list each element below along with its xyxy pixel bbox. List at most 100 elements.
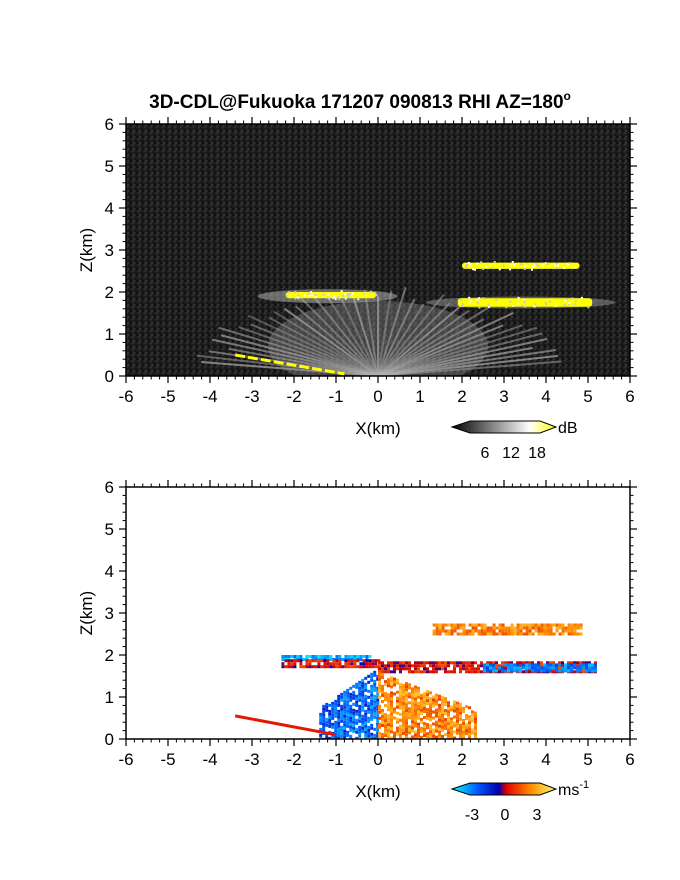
velocity-cell: [322, 722, 326, 726]
reflectivity-beam: [247, 314, 379, 376]
velocity-cell: [358, 695, 362, 699]
velocity-cell: [329, 658, 333, 661]
velocity-cell: [367, 719, 371, 723]
velocity-cell: [507, 629, 511, 633]
velocity-cell: [346, 709, 350, 713]
velocity-cell: [450, 735, 453, 739]
velocity-cell: [361, 687, 365, 691]
velocity-cell: [381, 687, 384, 691]
velocity-cell: [381, 693, 384, 697]
velocity-cell: [334, 705, 338, 709]
velocity-cell: [444, 709, 447, 713]
velocity-cell: [459, 732, 462, 736]
velocity-cell: [447, 719, 450, 723]
reflectivity-x-tick-label: 1: [415, 387, 424, 406]
velocity-cell: [537, 629, 541, 633]
velocity-cell: [576, 626, 580, 630]
velocity-colorbar-tick-minus3: -3: [465, 807, 479, 824]
velocity-cell: [504, 632, 508, 636]
velocity-cell: [522, 666, 525, 670]
reflectivity-x-tick-label: -3: [244, 387, 259, 406]
velocity-cell: [525, 663, 528, 667]
reflectivity-speckle: [326, 296, 329, 299]
velocity-cell: [414, 712, 417, 716]
velocity-cell: [405, 703, 408, 707]
velocity-cell: [299, 662, 303, 666]
velocity-cell: [373, 733, 377, 737]
velocity-cell: [441, 629, 445, 633]
velocity-cell: [486, 629, 490, 633]
velocity-cell: [576, 632, 580, 636]
velocity-cell: [387, 702, 390, 706]
velocity-cell: [495, 632, 499, 636]
velocity-cell: [543, 626, 547, 630]
velocity-cell: [459, 632, 463, 636]
velocity-cell: [314, 665, 318, 669]
velocity-cell: [426, 726, 429, 730]
velocity-cell: [302, 665, 306, 669]
velocity-cell: [447, 722, 450, 726]
reflectivity-speckle: [564, 299, 567, 302]
velocity-cell: [429, 664, 432, 668]
velocity-cell: [399, 712, 402, 716]
velocity-cell: [417, 728, 420, 732]
velocity-cell: [340, 704, 344, 708]
velocity-cell: [328, 712, 332, 716]
velocity-cell: [423, 731, 426, 735]
reflectivity-speckle: [544, 262, 547, 265]
velocity-cell: [393, 734, 396, 738]
velocity-cell: [423, 667, 426, 671]
reflectivity-speckle: [477, 301, 480, 304]
velocity-cell: [384, 722, 387, 726]
velocity-cell: [323, 659, 327, 663]
velocity-cell: [477, 667, 480, 671]
velocity-cell: [435, 726, 438, 730]
velocity-cell: [328, 736, 332, 739]
reflectivity-beam: [295, 305, 379, 376]
velocity-cell: [376, 719, 380, 723]
velocity-cell: [370, 696, 374, 700]
velocity-cell: [381, 723, 384, 727]
velocity-cell: [519, 629, 523, 633]
velocity-cell: [332, 665, 336, 669]
velocity-cell: [495, 661, 498, 665]
reflectivity-speckle: [327, 293, 330, 296]
velocity-cell: [426, 667, 429, 671]
reflectivity-speckle: [493, 260, 496, 263]
velocity-cell: [411, 699, 414, 703]
velocity-cell: [381, 732, 384, 736]
velocity-cell: [387, 696, 390, 700]
velocity-cell: [459, 626, 463, 630]
reflectivity-speckle: [349, 292, 352, 295]
velocity-cell: [477, 670, 480, 674]
velocity-colorbar-tick-3: 3: [533, 807, 542, 824]
velocity-cell: [426, 702, 429, 706]
velocity-cell: [489, 626, 493, 630]
velocity-cell: [420, 726, 423, 730]
velocity-cell: [471, 713, 474, 717]
velocity-cell: [432, 629, 436, 633]
velocity-cell: [576, 669, 579, 673]
reflectivity-speckle: [314, 295, 317, 298]
velocity-cell: [585, 669, 588, 673]
velocity-cell: [468, 623, 472, 627]
velocity-x-tick-label: 4: [541, 750, 550, 769]
velocity-cell: [519, 661, 522, 665]
velocity-cell: [420, 696, 423, 700]
velocity-cell: [358, 704, 362, 708]
velocity-cell: [465, 632, 469, 636]
velocity-cell: [337, 733, 341, 737]
velocity-cell: [567, 661, 570, 665]
velocity-cell: [552, 661, 555, 665]
velocity-cell: [543, 629, 547, 633]
velocity-cell: [322, 713, 326, 717]
velocity-cell: [531, 623, 535, 627]
velocity-cell: [367, 674, 371, 678]
velocity-cell: [486, 661, 489, 665]
reflectivity-speckle: [505, 306, 508, 309]
velocity-cell: [349, 719, 353, 723]
velocity-cell: [361, 681, 365, 685]
velocity-cell: [319, 712, 323, 716]
reflectivity-speckle: [517, 296, 520, 299]
velocity-cell: [361, 714, 365, 718]
